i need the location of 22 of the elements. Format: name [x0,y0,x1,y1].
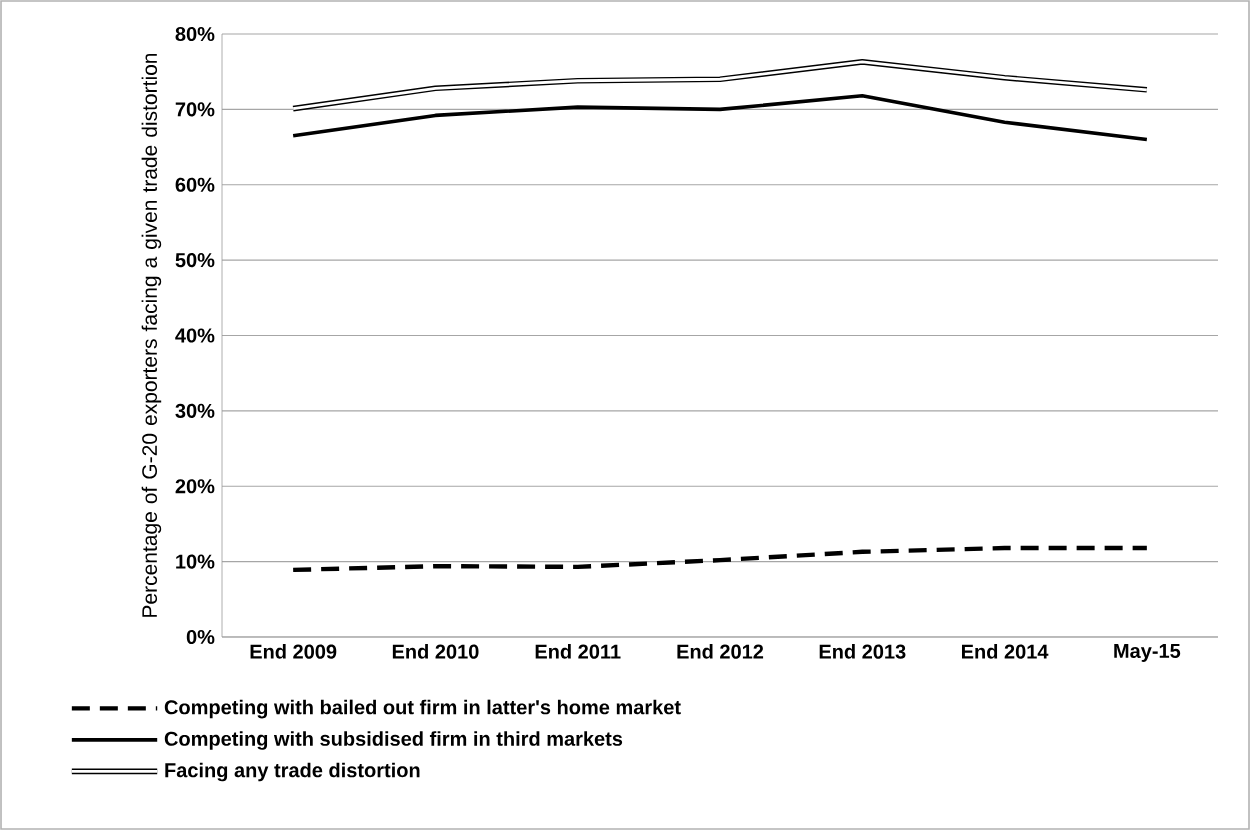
x-tick-label: End 2012 [677,644,764,659]
y-tick-label: 30% [175,403,215,418]
x-tick-label: End 2014 [962,644,1049,659]
line-series [291,94,1149,142]
y-tick-label: 50% [175,253,215,268]
legend-label: Competing with bailed out firm in latter's home market [164,699,681,719]
y-tick-label: 70% [175,102,215,117]
y-tick-label: 10% [176,554,215,569]
y-tick-label: 40% [175,328,215,343]
legend-label: Competing with subsidised firm in third markets [164,731,623,750]
x-tick-label: End 2010 [392,644,479,659]
y-tick-label: 80% [175,26,215,42]
y-tick-label: 0% [186,629,215,645]
y-tick-label: 20% [175,479,215,494]
y-tick-label: 60% [175,177,215,192]
y-axis-title: Percentage of G-20 exporters facing a given trade distortion [141,53,162,617]
legend-label: Facing any trade distortion [165,762,420,782]
x-tick-label: May-15 [1114,644,1181,662]
line-series [290,545,1150,573]
x-tick-label: End 2011 [535,644,621,659]
x-tick-label: End 2009 [250,644,337,659]
x-tick-label: End 2013 [819,644,906,659]
